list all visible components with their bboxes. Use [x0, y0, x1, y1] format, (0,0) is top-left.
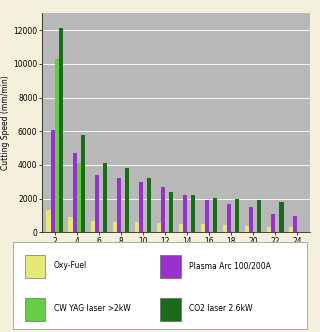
Bar [113, 222, 117, 232]
Bar [271, 214, 275, 232]
Bar [183, 195, 187, 232]
X-axis label: Material Thickness (mm): Material Thickness (mm) [124, 248, 228, 257]
Bar [156, 223, 161, 232]
Bar [59, 29, 63, 232]
FancyBboxPatch shape [25, 255, 45, 278]
FancyBboxPatch shape [25, 298, 45, 321]
Bar [147, 179, 151, 232]
Bar [46, 210, 51, 232]
Bar [51, 129, 55, 232]
Bar [55, 59, 59, 232]
Bar [235, 199, 239, 232]
Bar [293, 215, 297, 232]
Bar [68, 217, 73, 232]
Bar [245, 226, 249, 232]
Bar [161, 187, 165, 232]
FancyBboxPatch shape [160, 255, 180, 278]
Bar [205, 201, 209, 232]
Bar [289, 227, 293, 232]
Bar [213, 198, 217, 232]
Bar [103, 163, 107, 232]
Bar [257, 201, 261, 232]
Text: Oxy-Fuel: Oxy-Fuel [54, 261, 87, 270]
Y-axis label: Cutting Speed (mm/min): Cutting Speed (mm/min) [1, 75, 11, 170]
Bar [135, 222, 139, 232]
Bar [223, 225, 227, 232]
Bar [117, 179, 121, 232]
Text: Plasma Arc 100/200A: Plasma Arc 100/200A [189, 261, 271, 270]
Bar [81, 135, 85, 232]
Text: CO2 laser 2.6kW: CO2 laser 2.6kW [189, 304, 253, 313]
FancyBboxPatch shape [160, 298, 180, 321]
Bar [179, 224, 183, 232]
Bar [201, 224, 205, 232]
Bar [191, 195, 196, 232]
Text: CW YAG laser >2kW: CW YAG laser >2kW [54, 304, 131, 313]
Bar [77, 163, 81, 232]
Bar [227, 204, 231, 232]
Bar [139, 182, 143, 232]
Bar [125, 168, 129, 232]
Bar [279, 202, 284, 232]
Bar [267, 226, 271, 232]
Bar [91, 220, 95, 232]
Bar [95, 175, 99, 232]
Bar [169, 192, 173, 232]
Bar [73, 153, 77, 232]
Bar [249, 207, 253, 232]
